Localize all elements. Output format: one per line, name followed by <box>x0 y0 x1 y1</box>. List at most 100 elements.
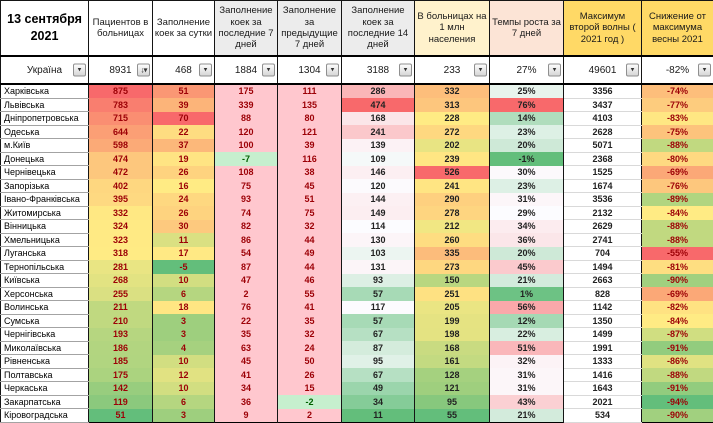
value-cell[interactable]: 24 <box>153 193 215 207</box>
value-cell[interactable]: 281 <box>89 260 153 274</box>
value-cell[interactable]: 402 <box>89 179 153 193</box>
value-cell[interactable]: 103 <box>342 247 415 261</box>
value-cell[interactable]: 168 <box>415 341 490 355</box>
value-cell[interactable]: 11 <box>153 233 215 247</box>
value-cell[interactable]: -5 <box>153 260 215 274</box>
value-cell[interactable]: 212 <box>415 220 490 234</box>
value-cell[interactable]: -88% <box>642 220 713 234</box>
value-cell[interactable]: 715 <box>89 112 153 126</box>
value-cell[interactable]: 175 <box>89 368 153 382</box>
value-cell[interactable]: 149 <box>342 206 415 220</box>
value-cell[interactable]: 26 <box>153 206 215 220</box>
region-name-cell[interactable]: Житомирська <box>1 206 89 220</box>
column-header-8[interactable]: Максимум второй волны ( 2021 год ) <box>564 1 642 57</box>
value-cell[interactable]: -75% <box>642 125 713 139</box>
value-cell[interactable]: 260 <box>415 233 490 247</box>
value-cell[interactable]: 116 <box>278 152 342 166</box>
value-cell[interactable]: 2 <box>278 409 342 423</box>
value-cell[interactable]: 273 <box>415 260 490 274</box>
filter-dropdown-icon[interactable]: ▾ <box>73 64 86 77</box>
region-name-cell[interactable]: Рівненська <box>1 355 89 369</box>
value-cell[interactable]: 70 <box>153 112 215 126</box>
value-cell[interactable]: 76 <box>215 301 278 315</box>
value-cell[interactable]: 26 <box>153 166 215 180</box>
value-cell[interactable]: 828 <box>564 287 642 301</box>
region-name-cell[interactable]: Сумська <box>1 314 89 328</box>
value-cell[interactable]: 21% <box>490 274 564 288</box>
value-cell[interactable]: 23% <box>490 179 564 193</box>
value-cell[interactable]: 35 <box>215 328 278 342</box>
value-cell[interactable]: 44 <box>278 233 342 247</box>
region-name-cell[interactable]: Івано-Франківська <box>1 193 89 207</box>
value-cell[interactable]: 18 <box>153 301 215 315</box>
value-cell[interactable]: 290 <box>415 193 490 207</box>
value-cell[interactable]: 146 <box>342 166 415 180</box>
region-name-cell[interactable]: Волинська <box>1 301 89 315</box>
filter-dropdown-icon[interactable]: ▾ <box>474 64 487 77</box>
value-cell[interactable]: 114 <box>342 220 415 234</box>
value-cell[interactable]: 241 <box>415 179 490 193</box>
value-cell[interactable]: 198 <box>415 328 490 342</box>
value-cell[interactable]: 56% <box>490 301 564 315</box>
filter-dropdown-icon[interactable]: ▾ <box>399 64 412 77</box>
filter-dropdown-icon[interactable]: ▾ <box>262 64 275 77</box>
value-cell[interactable]: 875 <box>89 84 153 98</box>
value-cell[interactable]: 318 <box>89 247 153 261</box>
value-cell[interactable]: -82% <box>642 301 713 315</box>
value-cell[interactable]: -55% <box>642 247 713 261</box>
value-cell[interactable]: 75 <box>278 206 342 220</box>
region-name-cell[interactable]: Львівська <box>1 98 89 112</box>
value-cell[interactable]: 67 <box>342 328 415 342</box>
value-cell[interactable]: 644 <box>89 125 153 139</box>
value-cell[interactable]: 117 <box>342 301 415 315</box>
value-cell[interactable]: 2368 <box>564 152 642 166</box>
value-cell[interactable]: 87 <box>342 341 415 355</box>
value-cell[interactable]: 313 <box>415 98 490 112</box>
value-cell[interactable]: -81% <box>642 260 713 274</box>
value-cell[interactable]: -7 <box>215 152 278 166</box>
value-cell[interactable]: 119 <box>89 395 153 409</box>
column-header-4[interactable]: Заполнение за предыдущие 7 дней <box>278 1 342 57</box>
value-cell[interactable]: 74 <box>215 206 278 220</box>
value-cell[interactable]: 55 <box>415 409 490 423</box>
value-cell[interactable]: 46 <box>278 274 342 288</box>
value-cell[interactable]: 239 <box>415 152 490 166</box>
value-cell[interactable]: 54 <box>215 247 278 261</box>
filter-dropdown-icon[interactable]: ▾ <box>626 64 639 77</box>
value-cell[interactable]: -74% <box>642 84 713 98</box>
value-cell[interactable]: 51% <box>490 341 564 355</box>
value-cell[interactable]: 26 <box>278 368 342 382</box>
region-name-cell[interactable]: Кіровоградська <box>1 409 89 423</box>
value-cell[interactable]: -87% <box>642 328 713 342</box>
value-cell[interactable]: 474 <box>342 98 415 112</box>
value-cell[interactable]: 335 <box>415 247 490 261</box>
value-cell[interactable]: 45 <box>278 179 342 193</box>
region-name-cell[interactable]: Миколаївська <box>1 341 89 355</box>
value-cell[interactable]: 88 <box>215 112 278 126</box>
totals-value-cell[interactable]: 27%▾ <box>490 56 564 84</box>
totals-value-cell[interactable]: 468▾ <box>153 56 215 84</box>
value-cell[interactable]: 1142 <box>564 301 642 315</box>
region-name-cell[interactable]: Чернівецька <box>1 166 89 180</box>
value-cell[interactable]: 45 <box>215 355 278 369</box>
value-cell[interactable]: 44 <box>278 260 342 274</box>
value-cell[interactable]: -84% <box>642 314 713 328</box>
value-cell[interactable]: 534 <box>564 409 642 423</box>
region-name-cell[interactable]: Луганська <box>1 247 89 261</box>
value-cell[interactable]: 49 <box>342 382 415 396</box>
column-header-2[interactable]: Заполнение коек за сутки <box>153 1 215 57</box>
value-cell[interactable]: 41 <box>215 368 278 382</box>
value-cell[interactable]: 51 <box>153 84 215 98</box>
value-cell[interactable]: 121 <box>415 382 490 396</box>
value-cell[interactable]: -94% <box>642 395 713 409</box>
value-cell[interactable]: 20% <box>490 247 564 261</box>
value-cell[interactable]: 22% <box>490 328 564 342</box>
region-name-cell[interactable]: Полтавська <box>1 368 89 382</box>
value-cell[interactable]: -80% <box>642 152 713 166</box>
value-cell[interactable]: 51 <box>89 409 153 423</box>
value-cell[interactable]: 49 <box>278 247 342 261</box>
value-cell[interactable]: 11 <box>342 409 415 423</box>
value-cell[interactable]: 339 <box>215 98 278 112</box>
filter-dropdown-icon[interactable]: ▾ <box>199 64 212 77</box>
value-cell[interactable]: 272 <box>415 125 490 139</box>
